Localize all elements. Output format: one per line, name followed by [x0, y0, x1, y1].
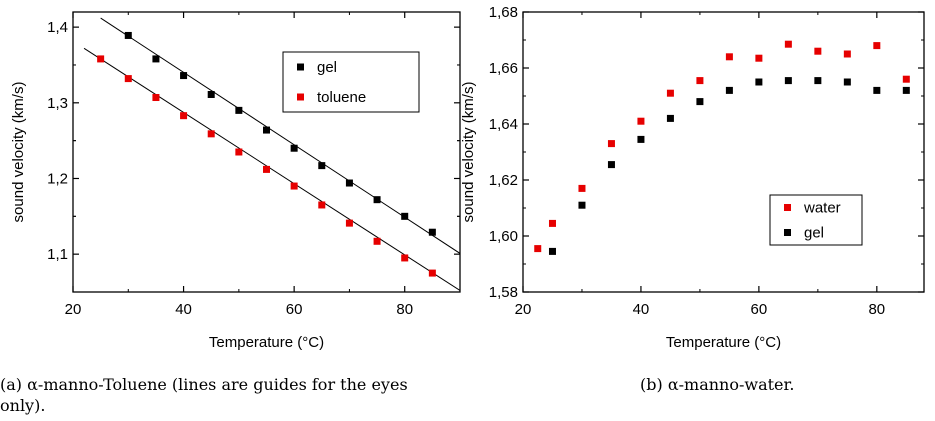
plot-frame — [72, 11, 461, 293]
data-point-gel — [666, 114, 674, 122]
data-point-gel — [784, 77, 792, 85]
y-tick-label: 1,68 — [489, 4, 518, 21]
fit-line-toluene — [83, 47, 460, 291]
data-point-gel — [401, 212, 409, 220]
x-axis-label: Temperature (°C) — [209, 334, 324, 351]
chart-b: 20 40 60 80 1,58 1,60 1,62 1,64 1,66 1,68 Temperat… — [460, 4, 925, 351]
data-point-toluene — [180, 112, 188, 120]
data-point-water — [902, 75, 910, 83]
data-point-gel — [637, 135, 645, 143]
y-tick-label: 1,4 — [47, 19, 68, 36]
y-tick-label: 1,58 — [489, 284, 518, 301]
data-point-gel — [124, 31, 132, 39]
data-point-gel — [235, 106, 243, 114]
data-point-gel — [152, 55, 160, 63]
plot-frame — [522, 11, 925, 293]
x-tick-label: 60 — [751, 301, 768, 318]
y-tick-label: 1,3 — [47, 95, 68, 112]
legend-marker-toluene — [297, 93, 304, 101]
x-tick-label: 40 — [633, 301, 650, 318]
data-point-gel — [373, 196, 381, 204]
legend-label-gel: gel — [804, 225, 824, 242]
data-point-toluene — [235, 148, 243, 156]
y-axis-label: sound velocity (km/s) — [460, 82, 477, 223]
data-point-toluene — [152, 94, 160, 102]
y-axis-label: sound velocity (km/s) — [10, 82, 27, 223]
data-point-gel — [696, 98, 704, 106]
figure: 20 40 60 80 1,1 1,2 1,3 1,4 Temperature (°C) soun… — [10, 4, 925, 351]
data-point-gel — [263, 126, 270, 134]
data-point-toluene — [318, 201, 326, 209]
data-point-gel — [345, 179, 353, 187]
y-tick-label: 1,1 — [47, 246, 68, 263]
data-point-gel — [548, 247, 556, 255]
x-tick-label: 80 — [396, 301, 413, 318]
y-tick-label: 1,62 — [489, 172, 518, 189]
data-point-gel — [318, 162, 326, 170]
data-point-water — [784, 40, 792, 48]
data-point-gel — [607, 161, 615, 169]
y-tick-label: 1,2 — [47, 170, 68, 187]
data-point-gel — [428, 228, 436, 236]
data-point-water — [843, 50, 851, 58]
data-point-toluene — [124, 75, 132, 83]
data-point-water — [666, 89, 674, 97]
fit-line-gel — [100, 17, 460, 254]
data-point-toluene — [345, 219, 353, 227]
data-point-gel — [902, 86, 910, 94]
data-point-gel — [843, 78, 851, 86]
data-point-toluene — [373, 237, 381, 245]
x-tick-label: 80 — [868, 301, 885, 318]
legend-label-gel: gel — [317, 59, 337, 76]
data-point-gel — [725, 86, 733, 94]
legend-label-toluene: toluene — [317, 89, 366, 106]
data-point-toluene — [97, 55, 105, 63]
data-point-water — [637, 117, 645, 125]
data-point-water — [578, 184, 586, 192]
data-point-water — [873, 42, 881, 50]
data-point-toluene — [428, 269, 436, 277]
legend-label-water: water — [803, 200, 841, 217]
y-tick-label: 1,66 — [489, 60, 518, 77]
data-point-water — [755, 54, 763, 62]
x-tick-label: 60 — [286, 301, 303, 318]
caption-a: (a) α-manno-Toluene (lines are guides fo… — [0, 375, 408, 415]
chart-a: 20 40 60 80 1,1 1,2 1,3 1,4 Temperature (°C) soun… — [10, 11, 461, 351]
data-point-water — [607, 140, 615, 148]
x-tick-label: 40 — [175, 301, 192, 318]
data-point-water — [696, 77, 704, 85]
data-point-water — [548, 219, 556, 227]
data-point-gel — [180, 72, 188, 80]
legend-marker-gel — [784, 229, 791, 236]
legend-box — [769, 194, 863, 246]
data-point-toluene — [290, 182, 298, 190]
legend-marker-gel — [297, 63, 304, 71]
y-tick-label: 1,60 — [489, 228, 518, 245]
data-point-gel — [873, 86, 881, 94]
data-point-toluene — [207, 130, 215, 138]
data-point-water — [534, 245, 542, 253]
caption-b: (b) α-manno-water. — [640, 375, 795, 394]
data-point-gel — [814, 77, 822, 85]
data-point-gel — [207, 90, 215, 98]
data-point-gel — [290, 144, 298, 152]
x-tick-label: 20 — [515, 301, 532, 318]
data-point-gel — [755, 78, 763, 86]
data-point-toluene — [401, 254, 409, 262]
data-point-water — [725, 53, 733, 61]
y-tick-label: 1,64 — [489, 116, 518, 133]
data-point-water — [814, 47, 822, 55]
legend-box — [282, 51, 420, 113]
legend-marker-water — [784, 204, 791, 211]
x-axis-label: Temperature (°C) — [666, 334, 781, 351]
x-tick-label: 20 — [65, 301, 82, 318]
data-point-gel — [578, 201, 586, 209]
data-point-toluene — [263, 165, 270, 173]
